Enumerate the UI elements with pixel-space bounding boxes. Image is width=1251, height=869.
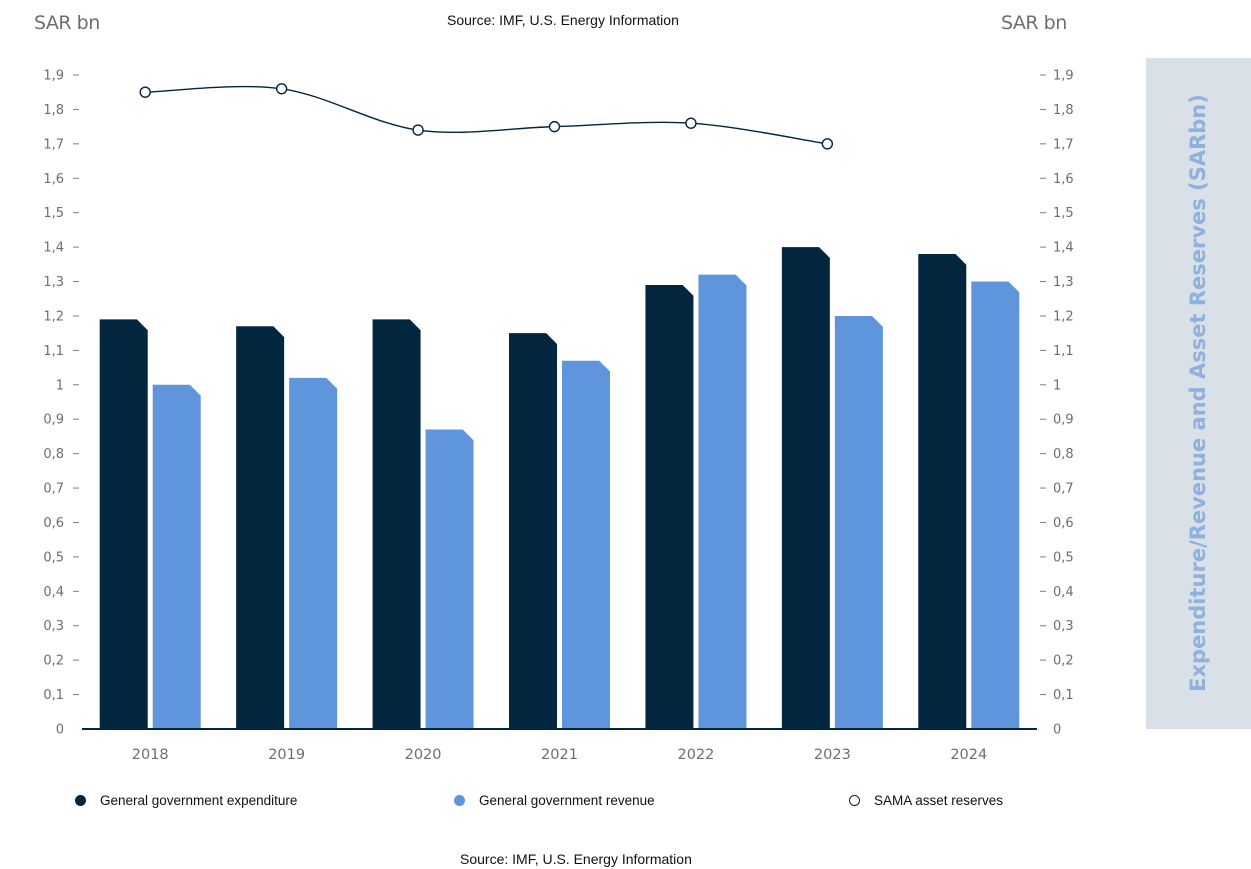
y-tick-left-label: 1,4 (43, 241, 64, 256)
bar-expenditure-2020 (372, 319, 421, 729)
x-tick-label: 2018 (132, 747, 169, 763)
y-axis-right-unit: SAR bn (1001, 12, 1067, 34)
reserves-point (139, 86, 151, 98)
reserves-line (145, 85, 828, 145)
legend-item-reserves: SAMA asset reserves (849, 793, 1003, 808)
y-axis-right: 0 0,1 0,2 0,3 0,4 0,5 0,6 0,7 0,8 0,9 1 1,1 1,2 1,3 1,… (1040, 69, 1074, 738)
legend-expenditure-label: General government expenditure (100, 793, 298, 808)
reserves-point (821, 138, 834, 150)
y-tick-right-label: 0 (1053, 723, 1061, 738)
bar-expenditure-2018 (99, 319, 148, 729)
legend-reserves-swatch (849, 795, 860, 806)
y-tick-right-label: 1,8 (1053, 103, 1074, 118)
y-tick-left-label: 0,9 (43, 413, 64, 428)
y-tick-right-label: 0,3 (1053, 619, 1074, 634)
x-tick-label: 2022 (677, 747, 714, 763)
reserves-point (275, 83, 288, 95)
y-tick-right-label: 1,1 (1053, 344, 1074, 359)
y-tick-left-label: 0,3 (43, 619, 64, 634)
y-tick-left-label: 0,8 (43, 447, 64, 462)
source-note-top: Source: IMF, U.S. Energy Information (447, 12, 679, 28)
bar-expenditure-2021 (509, 333, 557, 729)
y-tick-left-label: 1,8 (43, 103, 64, 118)
y-tick-right-label: 1 (1053, 378, 1061, 393)
y-tick-left-label: 0 (56, 723, 64, 738)
bar-revenue-2024 (971, 281, 1020, 729)
y-tick-left-label: 0,2 (43, 654, 64, 669)
bar-revenue-2019 (289, 377, 338, 729)
bar-revenue-2020 (425, 429, 474, 729)
y-axis-left-unit: SAR bn (34, 12, 100, 34)
reserves-point (685, 117, 697, 129)
y-tick-right-label: 0,2 (1053, 654, 1074, 669)
y-tick-right-label: 1,7 (1053, 137, 1074, 152)
y-tick-left-label: 1,2 (43, 309, 64, 324)
y-tick-right-label: 0,6 (1053, 516, 1074, 531)
x-tick-label: 2021 (541, 747, 578, 763)
x-tick-label: 2024 (950, 747, 987, 763)
legend-revenue-swatch (454, 795, 465, 806)
y-tick-right-label: 1,2 (1053, 309, 1074, 324)
y-tick-left-label: 1,5 (43, 206, 64, 221)
side-title: Expenditure/Revenue and Asset Reserves (… (1186, 94, 1210, 692)
y-tick-left-label: 0,6 (43, 516, 64, 531)
bar-expenditure-2023 (781, 247, 830, 729)
y-tick-left-label: 0,1 (43, 688, 64, 703)
side-title-panel: Expenditure/Revenue and Asset Reserves (… (1146, 58, 1251, 729)
x-axis-categories: 2018 2019 2020 2021 2022 2023 2024 (132, 747, 987, 763)
y-tick-left-label: 1 (56, 378, 64, 393)
x-tick-label: 2020 (405, 747, 442, 763)
bar-expenditure-2019 (236, 326, 285, 729)
x-tick-label: 2019 (268, 747, 305, 763)
bar-revenue-2018 (152, 384, 201, 729)
x-tick-label: 2023 (814, 747, 851, 763)
y-tick-right-label: 0,8 (1053, 447, 1074, 462)
y-tick-right-label: 0,9 (1053, 413, 1074, 428)
y-tick-right-label: 0,1 (1053, 688, 1074, 703)
y-tick-left-label: 0,5 (43, 550, 64, 565)
y-tick-left-label: 0,7 (43, 482, 64, 497)
y-tick-right-label: 0,7 (1053, 482, 1074, 497)
y-tick-left-label: 1,1 (43, 344, 64, 359)
reserves-point (548, 120, 561, 133)
legend-reserves-label: SAMA asset reserves (874, 793, 1004, 808)
bar-revenue-2022 (698, 274, 747, 729)
y-axis-left: 0 0,1 0,2 0,3 0,4 0,5 0,6 0,7 0,8 0,9 1 1,1 1,2 1,3 1,… (43, 69, 79, 738)
legend-revenue-label: General government revenue (479, 793, 655, 808)
y-tick-right-label: 1,4 (1053, 241, 1074, 256)
y-tick-left-label: 1,6 (43, 172, 64, 187)
y-tick-left-label: 1,7 (43, 137, 64, 152)
bar-expenditure-2024 (918, 253, 967, 729)
bar-revenue-2023 (834, 315, 883, 729)
y-tick-right-label: 0,4 (1053, 585, 1074, 600)
y-tick-right-label: 0,5 (1053, 550, 1074, 565)
bar-series (99, 247, 1020, 729)
bar-revenue-2021 (562, 360, 610, 729)
reserves-line-series (139, 83, 834, 150)
y-tick-left-label: 1,3 (43, 275, 64, 290)
legend-expenditure-swatch (75, 795, 86, 806)
reserves-point (412, 124, 424, 136)
y-tick-right-label: 1,9 (1053, 69, 1074, 84)
source-note-bottom: Source: IMF, U.S. Energy Information (460, 851, 692, 867)
y-tick-right-label: 1,6 (1053, 172, 1074, 187)
legend-item-revenue: General government revenue (454, 793, 655, 808)
y-tick-left-label: 0,4 (43, 585, 64, 600)
y-tick-left-label: 1,9 (43, 69, 64, 84)
y-tick-right-label: 1,3 (1053, 275, 1074, 290)
bar-expenditure-2022 (645, 284, 694, 729)
legend-item-expenditure: General government expenditure (75, 793, 297, 808)
y-tick-right-label: 1,5 (1053, 206, 1074, 221)
